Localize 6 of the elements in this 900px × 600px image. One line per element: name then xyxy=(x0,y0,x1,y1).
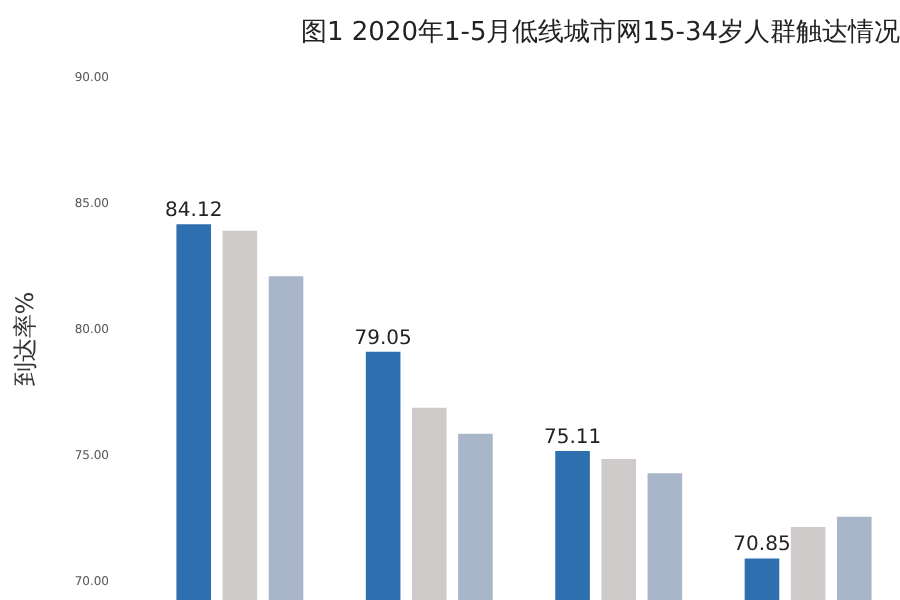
data-label: 79.05 xyxy=(354,327,412,350)
data-label: 70.85 xyxy=(733,534,791,557)
y-axis-title: 到达率% xyxy=(10,291,39,387)
data-label: 84.12 xyxy=(165,200,223,223)
data-label: 75.11 xyxy=(543,427,602,450)
chart-title: 图1 2020年1-5月低线城市网15-34岁人群触达情况 xyxy=(301,18,900,48)
